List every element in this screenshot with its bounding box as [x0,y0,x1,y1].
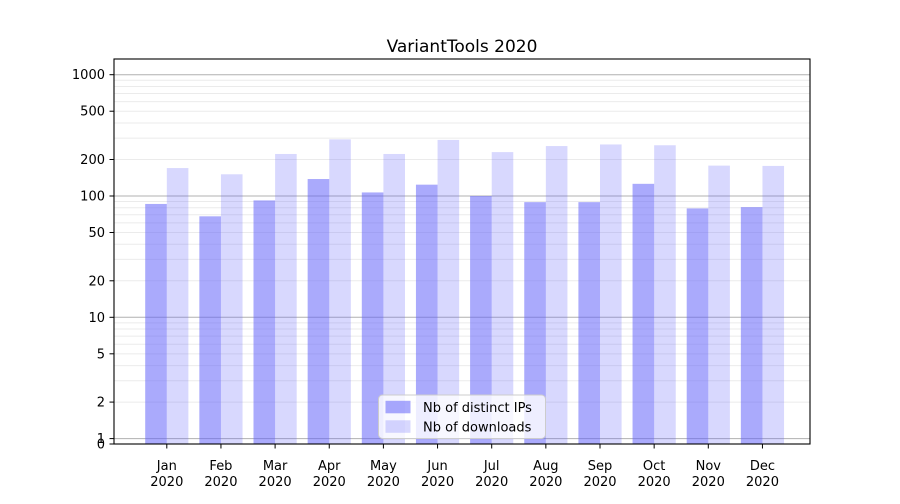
x-tick-label-month: Oct [643,459,665,474]
x-tick-label-year: 2020 [421,475,454,490]
x-tick-label-year: 2020 [204,475,237,490]
x-tick-label-year: 2020 [746,475,779,490]
plot-border [113,58,811,445]
y-tick-label: 5 [97,347,105,362]
x-tick-label-month: Aug [533,459,558,474]
x-tick-label-month: Sep [588,459,613,474]
bar-distinct-ips-sep [578,202,600,444]
x-tick-label-year: 2020 [367,475,400,490]
legend-label: Nb of downloads [423,420,532,435]
bar-distinct-ips-may [361,192,384,444]
bar-distinct-ips-feb [199,216,221,444]
x-tick-label-month: Apr [318,459,341,474]
bar-downloads-feb [220,174,243,444]
x-tick-label-month: May [370,459,397,474]
bar-downloads-apr [329,139,351,444]
bar-distinct-ips-jan [145,203,167,444]
x-axis: Jan2020Feb2020Mar2020Apr2020May2020Jun20… [150,444,779,490]
bar-downloads-mar [275,153,297,445]
y-axis: 01 2 5 10 20 50 100 200 500 1000 [72,68,114,453]
y-tick-label: 0 [97,438,105,453]
y-tick-label: 50 [88,226,105,241]
x-tick-label-year: 2020 [150,475,183,490]
x-tick-label-month: Dec [750,459,775,474]
bar-downloads-sep [600,144,622,444]
legend-label: Nb of distinct IPs [423,401,532,416]
y-tick-label: 2 [97,396,105,411]
bar-downloads-jan [166,168,189,444]
bar-distinct-ips-mar [253,200,276,444]
x-tick-label-year: 2020 [313,475,346,490]
y-tick-label: 1 [97,432,105,447]
legend-swatch [385,400,411,414]
bar-distinct-ips-jul [470,196,492,444]
bar-distinct-ips-aug [524,202,546,444]
x-tick-label-month: Jul [483,459,500,474]
legend-box [378,394,546,439]
chart-title: VariantTools 2020 [387,37,538,57]
bar-downloads-jun [437,139,460,444]
x-tick-label-year: 2020 [475,475,508,490]
x-tick-label-month: Mar [263,459,288,474]
legend-swatch [385,420,411,433]
y-tick-label: 10 [88,311,105,326]
legend: Nb of distinct IPs Nb of downloads [378,394,546,439]
y-tick-label: 1000 [72,68,105,83]
y-tick-label: 500 [80,105,105,120]
x-tick-label-year: 2020 [638,475,671,490]
bar-downloads-oct [654,145,676,444]
y-tick-label: 200 [80,153,105,168]
x-tick-label-year: 2020 [259,475,292,490]
y-tick-label: 100 [80,190,105,205]
bar-distinct-ips-dec [740,207,763,444]
x-tick-label-year: 2020 [583,475,616,490]
x-tick-label-year: 2020 [529,475,562,490]
x-tick-label-year: 2020 [692,475,725,490]
y-tick-label: 20 [88,274,105,289]
bar-distinct-ips-jun [415,184,438,444]
x-tick-label-month: Jan [156,459,177,474]
bar-distinct-ips-oct [632,183,655,444]
x-tick-label-month: Nov [696,459,722,474]
bar-distinct-ips-nov [686,208,709,444]
bar-downloads-may [383,153,405,445]
bar-downloads-nov [708,165,730,444]
bars [145,139,785,445]
x-tick-label-month: Feb [209,459,232,474]
bar-downloads-jul [491,152,514,444]
bar-downloads-aug [545,146,568,444]
bar-downloads-dec [762,165,785,444]
x-tick-label-month: Jun [426,459,447,474]
bar-distinct-ips-apr [307,179,330,445]
